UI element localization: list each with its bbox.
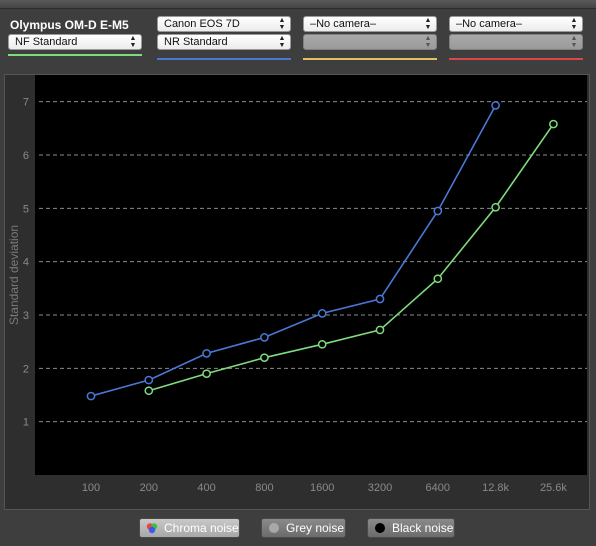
camera-3-nr-select: ▲ ▼ xyxy=(303,34,437,50)
black-noise-button[interactable]: Black noise xyxy=(367,518,455,538)
data-point xyxy=(260,353,269,363)
x-tick-label: 400 xyxy=(197,482,215,494)
y-axis-label: Standard deviation xyxy=(7,225,21,325)
y-tick-label: 3 xyxy=(23,310,29,322)
select-arrows-icon: ▲ ▼ xyxy=(570,35,578,49)
series-line-2 xyxy=(148,123,555,392)
select-arrows-icon: ▲ ▼ xyxy=(129,35,137,49)
window-top-strip xyxy=(0,0,596,9)
camera-4-nr-select: ▲ ▼ xyxy=(449,34,583,50)
y-tick-label: 4 xyxy=(23,257,29,269)
chroma-noise-button[interactable]: Chroma noise xyxy=(139,518,240,538)
x-tick-label: 1600 xyxy=(310,482,334,494)
chroma-noise-label: Chroma noise xyxy=(164,521,239,535)
camera-1-color-line xyxy=(8,54,142,56)
data-point xyxy=(86,391,96,401)
x-tick-label: 100 xyxy=(82,482,100,494)
noise-chart: 1 2 3 4 5 6 7 100 200 400 800 1600 3200 6400 12.8k 25.6… xyxy=(7,75,587,494)
camera-1-title: Olympus OM-D E-M5 xyxy=(10,18,129,32)
select-arrows-icon: ▲ ▼ xyxy=(278,17,286,31)
data-point xyxy=(433,274,443,284)
select-arrows-icon: ▲ ▼ xyxy=(570,17,578,31)
camera-2-model-select[interactable]: Canon EOS 7D ▲ ▼ xyxy=(157,16,291,32)
x-tick-label: 800 xyxy=(255,482,273,494)
black-circle-icon xyxy=(375,523,385,533)
data-point xyxy=(433,206,443,216)
camera-4-color-line xyxy=(449,58,583,60)
camera-2-color-line xyxy=(157,58,291,60)
data-point xyxy=(144,386,154,396)
black-noise-label: Black noise xyxy=(392,521,454,535)
select-arrows-icon: ▲ ▼ xyxy=(424,35,432,49)
x-tick-label: 25.6k xyxy=(540,482,567,494)
camera-3-model-value: –No camera– xyxy=(310,18,377,30)
data-point xyxy=(491,101,500,110)
y-tick-label: 6 xyxy=(23,150,29,162)
x-tick-label: 6400 xyxy=(426,482,450,494)
camera-1-nr-select[interactable]: NF Standard ▲ ▼ xyxy=(8,34,142,50)
data-point xyxy=(202,349,211,358)
camera-2-panel: Canon EOS 7D ▲ ▼ NR Standard ▲ ▼ xyxy=(157,16,291,60)
data-point xyxy=(260,333,269,342)
data-point xyxy=(317,339,327,349)
data-point xyxy=(375,325,385,335)
camera-1-panel: Olympus OM-D E-M5 NF Standard ▲ ▼ xyxy=(8,16,142,56)
data-point xyxy=(491,202,500,212)
camera-3-panel: –No camera– ▲ ▼ ▲ ▼ xyxy=(303,16,437,60)
series-line-1 xyxy=(90,105,497,397)
data-point xyxy=(375,294,385,304)
data-point xyxy=(144,375,154,385)
y-tick-label: 5 xyxy=(23,203,29,215)
camera-4-panel: –No camera– ▲ ▼ ▲ ▼ xyxy=(449,16,583,60)
camera-4-model-value: –No camera– xyxy=(456,18,523,30)
noise-chart-panel: 1 2 3 4 5 6 7 100 200 400 800 1600 3200 6400 12.8k 25.6… xyxy=(4,74,590,510)
data-point xyxy=(202,369,211,379)
data-point xyxy=(317,309,327,318)
data-point xyxy=(549,119,558,129)
camera-2-model-value: Canon EOS 7D xyxy=(164,18,240,30)
plot-area xyxy=(35,75,587,475)
select-arrows-icon: ▲ ▼ xyxy=(278,35,286,49)
camera-3-model-select[interactable]: –No camera– ▲ ▼ xyxy=(303,16,437,32)
rgb-circles-icon xyxy=(146,523,158,534)
select-arrows-icon: ▲ ▼ xyxy=(424,17,432,31)
camera-2-nr-select[interactable]: NR Standard ▲ ▼ xyxy=(157,34,291,50)
grey-noise-button[interactable]: Grey noise xyxy=(261,518,346,538)
camera-1-nr-value: NF Standard xyxy=(15,36,78,48)
x-tick-label: 12.8k xyxy=(482,482,509,494)
x-tick-label: 3200 xyxy=(368,482,392,494)
grey-noise-label: Grey noise xyxy=(286,521,345,535)
grey-circle-icon xyxy=(269,523,279,533)
camera-3-color-line xyxy=(303,58,437,60)
camera-2-nr-value: NR Standard xyxy=(164,36,228,48)
camera-4-model-select[interactable]: –No camera– ▲ ▼ xyxy=(449,16,583,32)
y-tick-label: 1 xyxy=(23,417,29,429)
y-tick-label: 7 xyxy=(23,97,29,109)
x-tick-label: 200 xyxy=(140,482,158,494)
y-tick-label: 2 xyxy=(23,363,29,375)
